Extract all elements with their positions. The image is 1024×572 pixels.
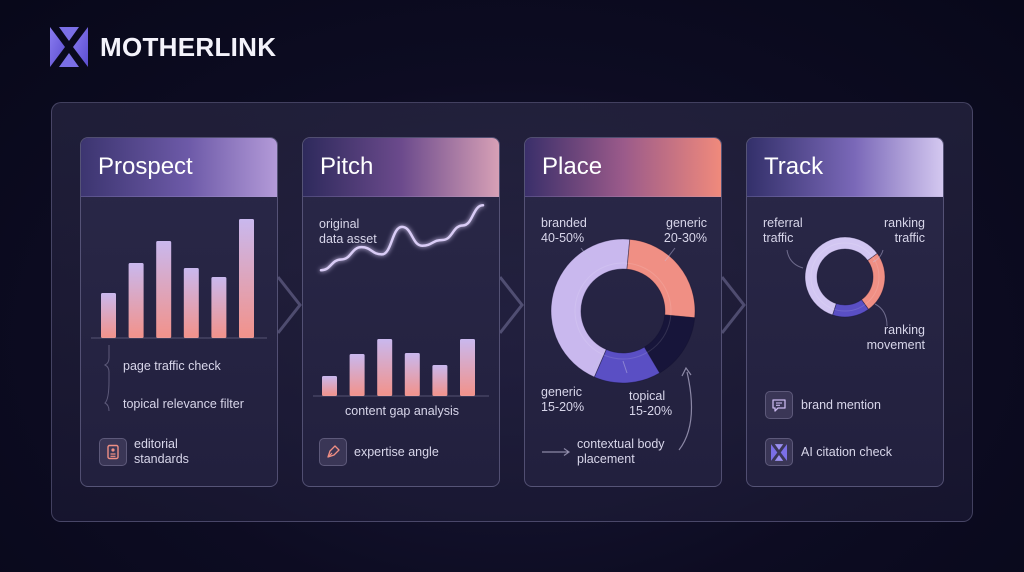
slice-label-generic-bottom: generic 15-20% bbox=[541, 385, 585, 414]
bar bbox=[404, 353, 420, 396]
document-icon bbox=[107, 444, 119, 460]
step-title: Prospect bbox=[81, 138, 277, 197]
step-card-pitch: Pitch original data asset content gap an… bbox=[302, 137, 500, 487]
motherlink-logo-icon bbox=[771, 443, 787, 461]
brand: MOTHERLINK bbox=[50, 27, 276, 67]
bar bbox=[377, 339, 393, 396]
feature-badge bbox=[319, 438, 347, 466]
arrow-right-icon bbox=[542, 448, 571, 456]
curve-label: original data asset bbox=[319, 217, 377, 246]
feature-label-ai-citation: AI citation check bbox=[801, 445, 893, 459]
feature-badge bbox=[765, 391, 793, 419]
content-gap-bar-chart bbox=[313, 339, 489, 397]
donut-inner-ring bbox=[574, 262, 672, 360]
donut-inner-ring bbox=[810, 242, 880, 312]
slice-label-topical: topical 15-20% bbox=[629, 389, 673, 418]
chevron-right-icon bbox=[276, 276, 302, 334]
step-card-prospect: Prospect page traffic check topical rele… bbox=[80, 137, 278, 487]
chevron-right-icon bbox=[498, 276, 524, 334]
step-card-track: Track referral traffic ranking traffic r… bbox=[746, 137, 944, 487]
bar bbox=[460, 339, 475, 396]
slice-label-referral: referral traffic bbox=[763, 216, 803, 245]
slice-label-branded: branded 40-50% bbox=[541, 216, 587, 245]
motherlink-logo-icon bbox=[50, 27, 88, 67]
annotation-topical-relevance: topical relevance filter bbox=[123, 397, 244, 411]
bar bbox=[322, 376, 337, 396]
bar bbox=[183, 268, 199, 338]
traffic-donut-chart bbox=[786, 236, 888, 327]
step-title: Pitch bbox=[303, 138, 499, 197]
annotation-page-traffic: page traffic check bbox=[123, 359, 221, 373]
feature-label: expertise angle bbox=[354, 445, 439, 459]
feature-label: contextual body placement bbox=[577, 437, 665, 466]
step-title: Place bbox=[525, 138, 721, 197]
brand-name: MOTHERLINK bbox=[100, 31, 277, 62]
bar bbox=[156, 241, 172, 338]
feature-badge bbox=[765, 438, 793, 466]
feature-label: editorial standards bbox=[134, 437, 189, 466]
bar bbox=[211, 277, 227, 338]
anchor-text-donut-chart bbox=[550, 238, 696, 384]
caption-content-gap: content gap analysis bbox=[345, 404, 459, 418]
donut-slice bbox=[832, 299, 870, 318]
donut-slice bbox=[804, 236, 878, 316]
bar bbox=[128, 263, 144, 338]
donut-slice bbox=[593, 346, 661, 384]
feature-label-brand-mention: brand mention bbox=[801, 398, 881, 412]
donut-slice bbox=[550, 238, 631, 378]
feature-badge bbox=[99, 438, 127, 466]
donut-slice bbox=[626, 238, 696, 319]
slice-label-ranking-traffic: ranking traffic bbox=[884, 216, 925, 245]
bar bbox=[101, 293, 116, 338]
curved-arrow-icon bbox=[678, 366, 693, 451]
data-asset-line-chart bbox=[319, 203, 485, 272]
slice-label-ranking-movement: ranking movement bbox=[866, 323, 925, 352]
traffic-bar-chart bbox=[91, 219, 267, 339]
step-title: Track bbox=[747, 138, 943, 197]
bar bbox=[239, 219, 254, 338]
bar bbox=[349, 354, 365, 396]
chevron-right-icon bbox=[720, 276, 746, 334]
chat-bubble-icon bbox=[772, 399, 786, 412]
bar bbox=[432, 365, 448, 396]
annotation-bracket bbox=[103, 345, 110, 412]
pen-nib-icon bbox=[327, 445, 340, 458]
slice-label-generic-top: generic 20-30% bbox=[663, 216, 707, 245]
step-card-place: Place branded 40-50% generic 20-30% gene… bbox=[524, 137, 722, 487]
